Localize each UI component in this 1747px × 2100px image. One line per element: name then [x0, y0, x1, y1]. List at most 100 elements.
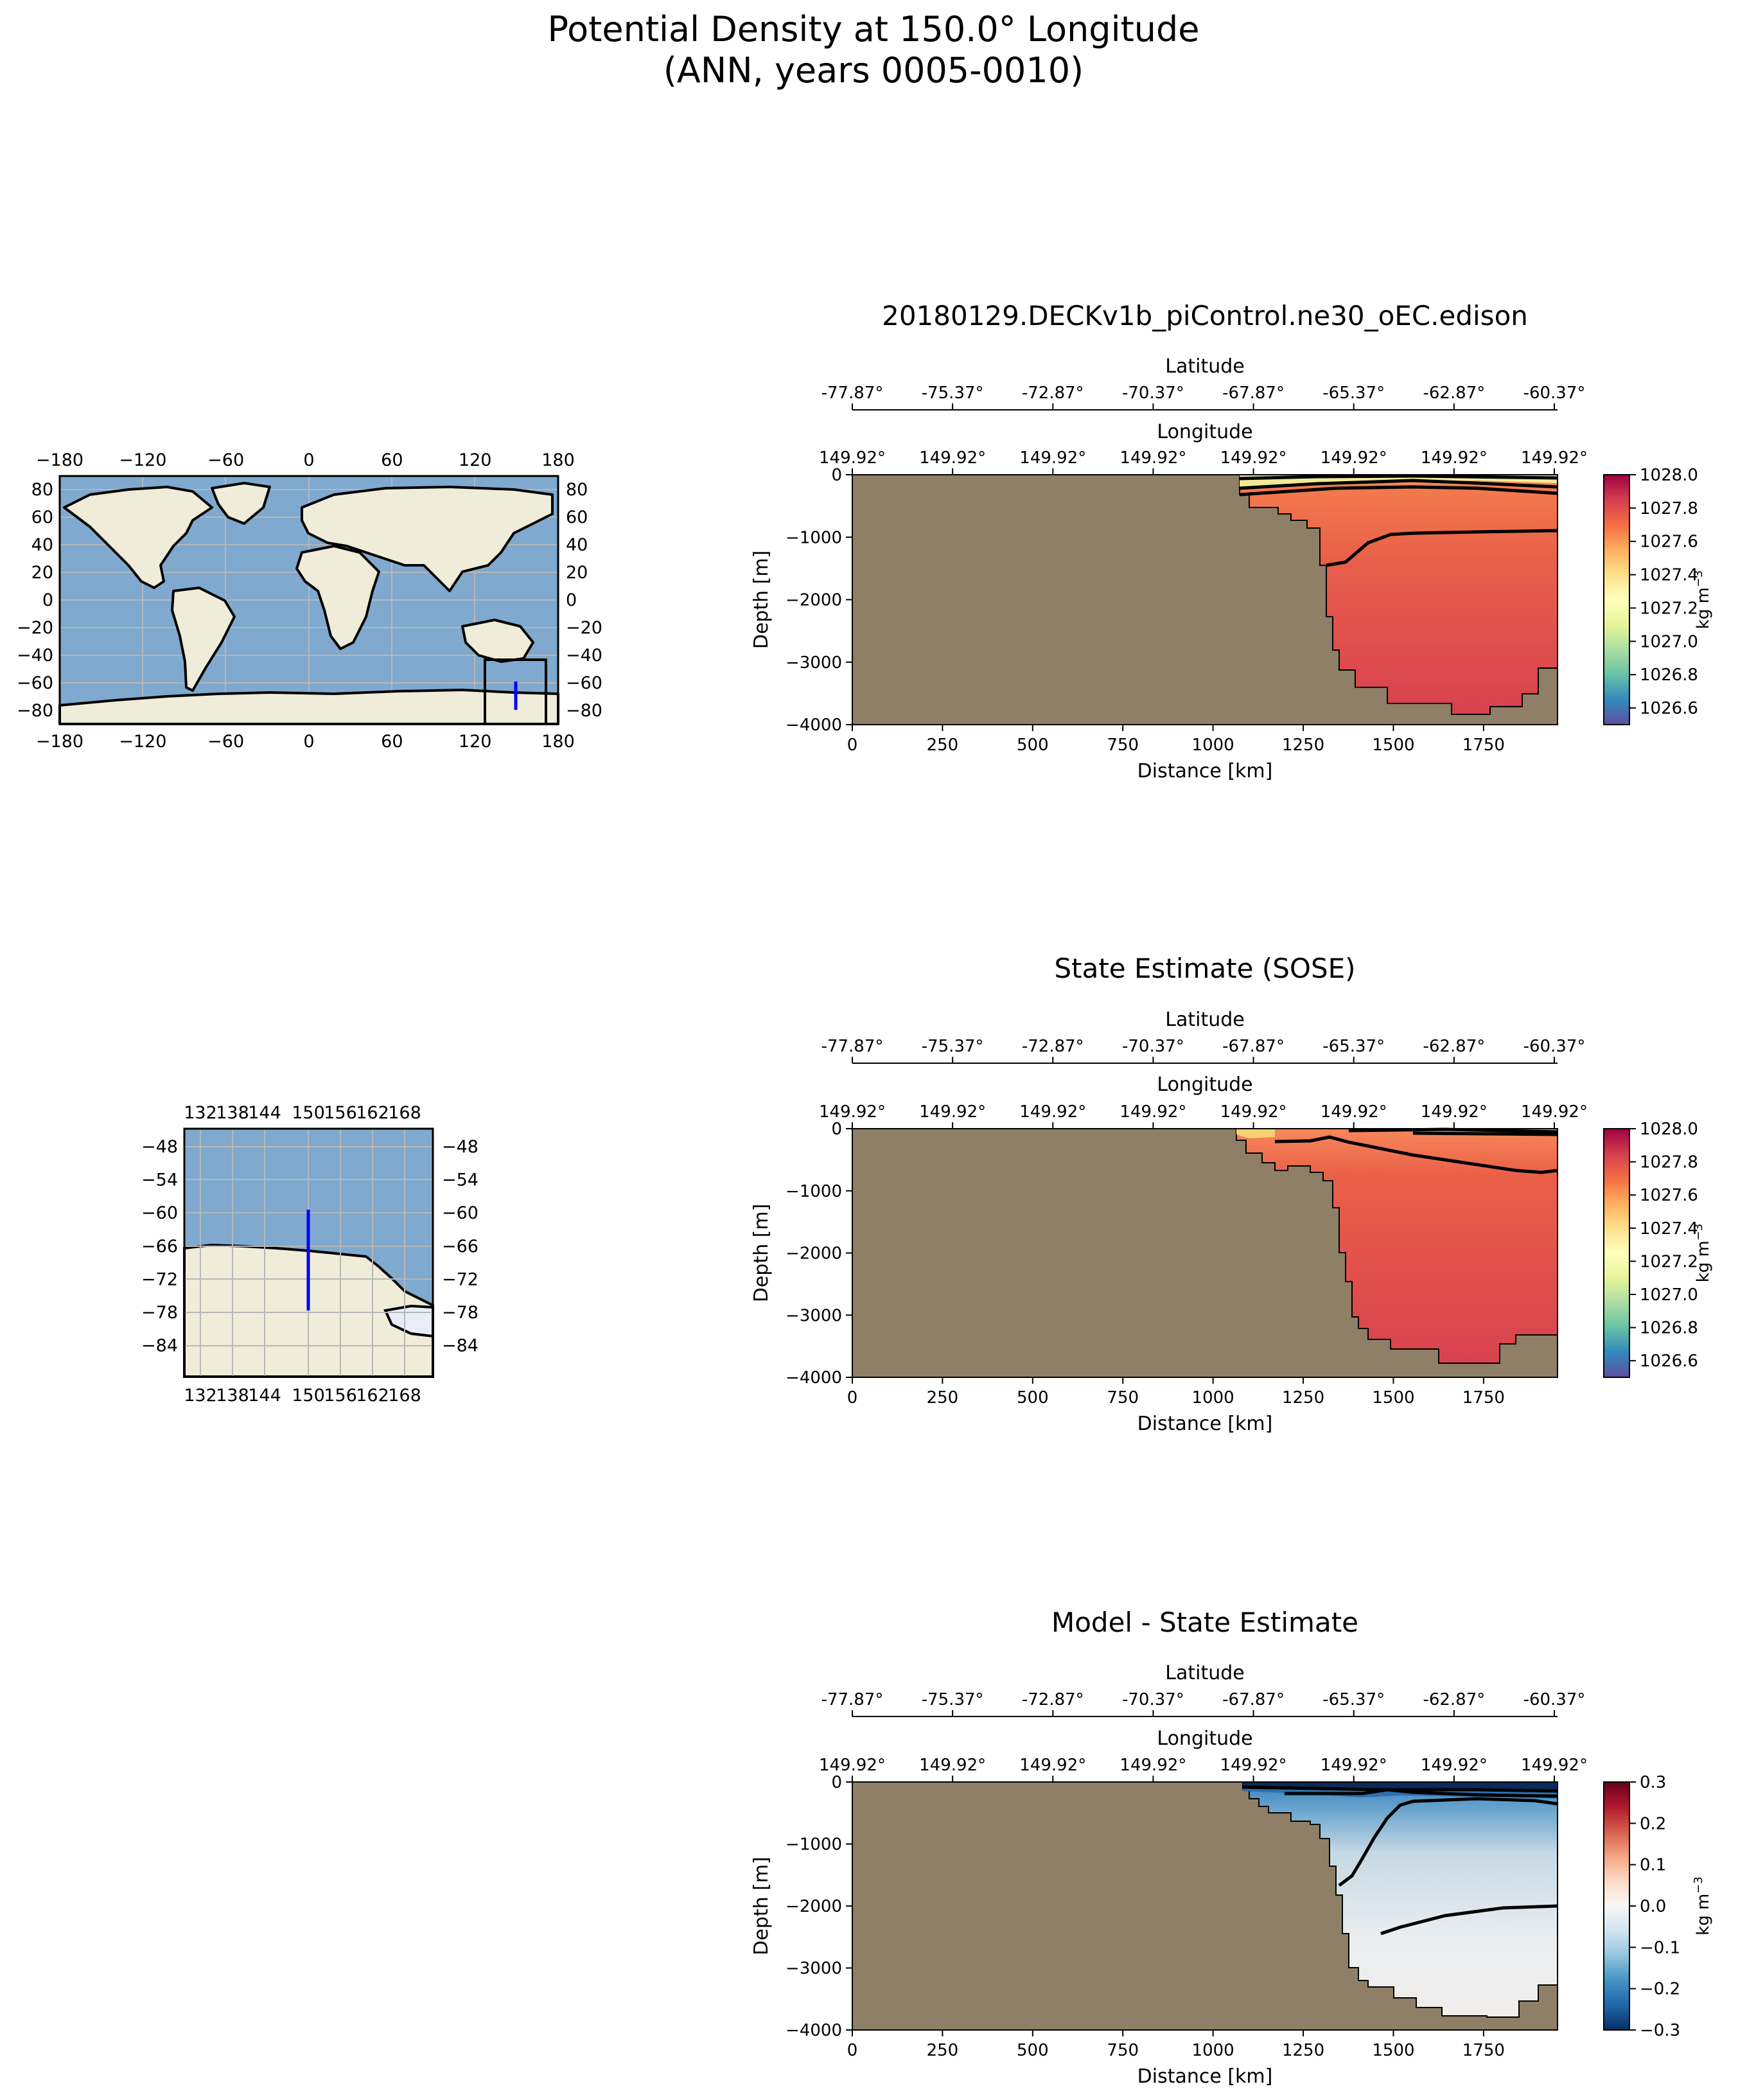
- y-axis-label: Depth [m]: [750, 551, 773, 649]
- panel-model: [852, 474, 1558, 725]
- x-tick-label: 1250: [1282, 736, 1324, 755]
- y-tick-label: −4000: [786, 716, 842, 735]
- world-map-right-tick-label: 80: [566, 480, 588, 500]
- latitude-tick-label: -65.37°: [1322, 1037, 1385, 1056]
- inset-map-left-tick-label: −72: [141, 1269, 178, 1289]
- y-tick-label: 0: [831, 466, 842, 485]
- x-tick-label: 500: [1017, 2041, 1049, 2060]
- y-tick-label: −2000: [786, 591, 842, 610]
- latitude-tick-label: -77.87°: [821, 384, 884, 403]
- latitude-tick-label: -60.37°: [1523, 1037, 1586, 1056]
- x-axis-label: Distance [km]: [1137, 760, 1273, 782]
- panel-sose-ocean-shape: [1236, 1128, 1558, 1364]
- world-map-left-tick-label: −60: [17, 673, 53, 693]
- colorbar-tick-label: 1027.6: [1640, 533, 1698, 552]
- north-america-shape: [63, 486, 213, 589]
- world-map-left-tick-label: −80: [17, 701, 53, 721]
- inset-map-bottom-tick-label: 144: [248, 1386, 281, 1406]
- y-tick-label: −3000: [786, 653, 842, 673]
- longitude-tick-label: 149.92°: [1421, 1756, 1488, 1775]
- y-tick-label: −1000: [786, 528, 842, 547]
- longitude-tick-label: 149.92°: [1321, 448, 1387, 468]
- longitude-tick-label: 149.92°: [1019, 1102, 1086, 1122]
- inset-map-top-tick-label: 156: [324, 1103, 357, 1123]
- colorbar-model: [1603, 474, 1630, 725]
- x-tick-label: 1000: [1192, 1388, 1234, 1407]
- longitude-tick-label: 149.92°: [1119, 1102, 1186, 1122]
- latitude-tick-label: -77.87°: [821, 1690, 884, 1709]
- longitude-tick-label: 149.92°: [1521, 448, 1588, 468]
- longitude-tick-label: 149.92°: [1421, 448, 1488, 468]
- colorbar-label: kg m−3: [1692, 1876, 1713, 1936]
- latitude-tick-label: -77.87°: [821, 1037, 884, 1056]
- latitude-tick-label: -75.37°: [922, 1037, 984, 1056]
- latitude-tick-label: -67.87°: [1222, 1690, 1285, 1709]
- x-axis-label: Distance [km]: [1137, 2065, 1273, 2088]
- x-tick-label: 0: [847, 1388, 858, 1407]
- latitude-tick-label: -62.87°: [1423, 1690, 1485, 1709]
- longitude-tick-label: 149.92°: [1220, 1756, 1287, 1775]
- world-map-top-tick-label: −120: [119, 450, 166, 470]
- x-tick-label: 1250: [1282, 2041, 1324, 2060]
- world-map-bottom-tick-label: 180: [541, 732, 575, 752]
- latitude-tick-label: -62.87°: [1423, 384, 1485, 403]
- x-tick-label: 1750: [1462, 1388, 1505, 1407]
- colorbar-tick-label: 1026.6: [1640, 699, 1698, 718]
- x-tick-label: 1500: [1372, 1388, 1414, 1407]
- inset-map-bottom-tick-label: 156: [324, 1386, 357, 1406]
- colorbar-label-exponent: −3: [1692, 1224, 1705, 1241]
- inset-map-right-tick-label: −66: [442, 1237, 478, 1257]
- latitude-tick-label: -75.37°: [922, 1690, 984, 1709]
- latitude-tick-label: -70.37°: [1122, 1037, 1184, 1056]
- world-map-top-tick-label: −180: [36, 450, 83, 470]
- world-map-left-tick-label: −20: [17, 618, 53, 638]
- africa-shape: [295, 545, 380, 650]
- colorbar-tick-label: −0.3: [1640, 2021, 1680, 2040]
- y-tick-label: −1000: [786, 1182, 842, 1201]
- colorbar-label: kg m−3: [1692, 570, 1713, 630]
- x-tick-label: 1500: [1372, 736, 1414, 755]
- colorbar-sose: [1603, 1128, 1630, 1378]
- latitude-tick-label: -72.87°: [1022, 1690, 1084, 1709]
- latitude-tick-label: -67.87°: [1222, 384, 1285, 403]
- x-tick-label: 500: [1017, 1388, 1049, 1407]
- latitude-tick-label: -60.37°: [1523, 384, 1586, 403]
- x-tick-label: 1500: [1372, 2041, 1414, 2060]
- inset-map-left-tick-label: −78: [141, 1303, 178, 1323]
- world-map-bottom-tick-label: 120: [459, 732, 492, 752]
- y-tick-label: −2000: [786, 1244, 842, 1264]
- inset-map-frame: [183, 1127, 434, 1378]
- latitude-tick-label: -65.37°: [1322, 1690, 1385, 1709]
- world-map-top-tick-label: 180: [541, 450, 575, 470]
- y-axis-label: Depth [m]: [750, 1857, 773, 1955]
- world-map-right-tick-label: −40: [566, 646, 602, 666]
- world-map-right-tick-label: −60: [566, 673, 602, 693]
- inset-map-left-tick-label: −84: [141, 1336, 178, 1356]
- panel-title: Model - State Estimate: [1051, 1607, 1358, 1638]
- inset-map-left-tick-label: −60: [141, 1203, 178, 1223]
- world-map: [58, 475, 559, 725]
- world-map-left-tick-label: 60: [31, 507, 53, 527]
- latitude-axis-label: Latitude: [1165, 355, 1244, 378]
- x-tick-label: 1000: [1192, 2041, 1234, 2060]
- y-tick-label: 0: [831, 1120, 842, 1139]
- world-map-top-tick-label: −60: [207, 450, 244, 470]
- figure-title-line2: (ANN, years 0005-0010): [663, 50, 1084, 91]
- panel-diff: [852, 1781, 1558, 2030]
- panel-sose: [852, 1127, 1558, 1377]
- panel-diff-ocean-shape: [1242, 1781, 1558, 2018]
- europe-asia-shape: [301, 486, 554, 592]
- colorbar-tick-label: 1027.0: [1640, 1285, 1698, 1305]
- inset-map-top-tick-label: 144: [248, 1103, 281, 1123]
- longitude-tick-label: 149.92°: [1220, 1102, 1287, 1122]
- longitude-tick-label: 149.92°: [1119, 1756, 1186, 1775]
- world-map-frame: [58, 475, 559, 725]
- latitude-tick-label: -72.87°: [1022, 1037, 1084, 1056]
- inset-map-right-tick-label: −48: [442, 1137, 478, 1157]
- world-map-top-tick-label: 120: [459, 450, 492, 470]
- longitude-tick-label: 149.92°: [819, 448, 886, 468]
- longitude-tick-label: 149.92°: [1321, 1756, 1387, 1775]
- world-map-bottom-tick-label: −120: [119, 732, 166, 752]
- inset-map-right-tick-label: −78: [442, 1303, 478, 1323]
- inset-map-right-tick-label: −60: [442, 1203, 478, 1223]
